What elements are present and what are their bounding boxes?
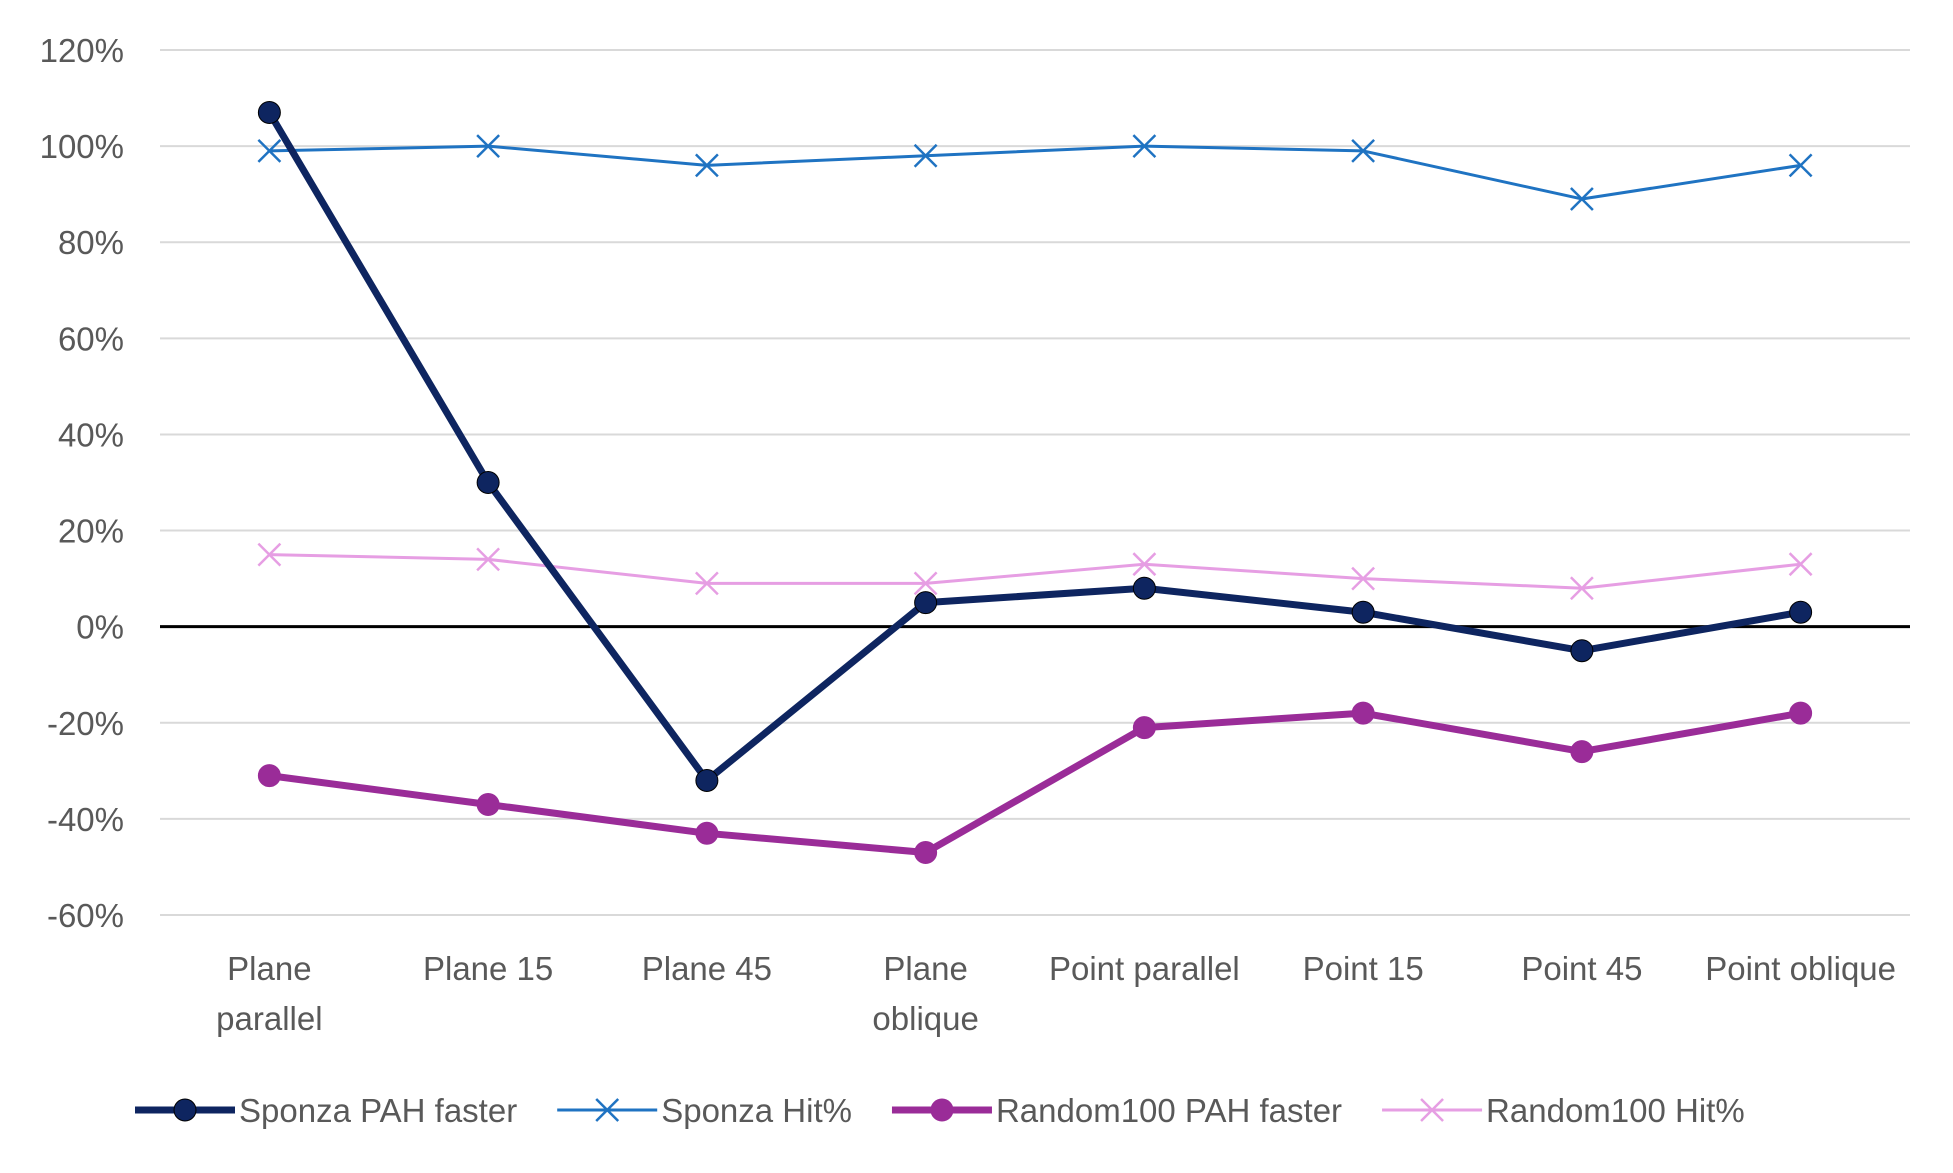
y-tick-label: -40% bbox=[47, 801, 124, 838]
x-category-label: Plane oblique bbox=[872, 950, 978, 1037]
data-point bbox=[1788, 153, 1813, 178]
data-point bbox=[1132, 716, 1156, 740]
data-point bbox=[695, 768, 719, 792]
series-line bbox=[269, 553, 1801, 590]
y-tick-label: -20% bbox=[47, 705, 124, 742]
y-tick-label: 20% bbox=[58, 513, 124, 550]
data-point bbox=[695, 821, 719, 845]
data-point bbox=[1420, 1098, 1444, 1122]
legend-item: Random100 PAH faster bbox=[891, 1092, 1342, 1129]
data-point bbox=[1570, 740, 1594, 764]
legend-item: Random100 Hit% bbox=[1382, 1092, 1745, 1129]
data-point bbox=[1570, 639, 1594, 663]
x-category-label: Point oblique bbox=[1705, 950, 1896, 987]
legend-label: Random100 Hit% bbox=[1486, 1092, 1745, 1129]
x-category-label: Plane 45 bbox=[642, 950, 772, 987]
x-category-label: Point parallel bbox=[1049, 950, 1240, 987]
legend-label: Sponza PAH faster bbox=[239, 1092, 517, 1129]
x-category-label: Plane 15 bbox=[423, 950, 553, 987]
legend-label: Sponza Hit% bbox=[661, 1092, 852, 1129]
data-point bbox=[1569, 576, 1594, 601]
data-point bbox=[476, 471, 500, 494]
series-line bbox=[269, 144, 1801, 201]
data-point bbox=[1351, 139, 1376, 163]
data-point bbox=[914, 841, 938, 865]
data-point bbox=[930, 1098, 954, 1122]
data-point bbox=[257, 139, 282, 163]
series-random100-pah-faster bbox=[257, 701, 1813, 865]
data-point bbox=[694, 571, 719, 596]
data-point bbox=[1351, 701, 1375, 725]
data-point bbox=[1351, 566, 1376, 591]
y-tick-label: 80% bbox=[58, 224, 124, 261]
data-point bbox=[173, 1098, 197, 1122]
y-tick-label: 40% bbox=[58, 416, 124, 453]
data-point bbox=[1788, 552, 1813, 577]
x-category-label: Point 45 bbox=[1521, 950, 1642, 987]
data-point bbox=[694, 153, 719, 178]
data-point bbox=[913, 143, 938, 168]
legend-item: Sponza PAH faster bbox=[135, 1092, 517, 1129]
data-point bbox=[1351, 600, 1375, 624]
data-point bbox=[257, 100, 281, 124]
y-tick-label: 120% bbox=[40, 32, 124, 69]
series-lines bbox=[257, 100, 1813, 865]
y-tick-label: -60% bbox=[47, 897, 124, 934]
series-line bbox=[266, 110, 1802, 784]
legend-label: Random100 PAH faster bbox=[996, 1092, 1342, 1129]
x-category-label: Plane parallel bbox=[216, 950, 322, 1037]
y-axis-tick-labels: -60% -40% -20% 0% 20% 40% 60% 80% 100% 120% bbox=[40, 32, 124, 934]
series-line bbox=[268, 709, 1802, 857]
x-category-label: Point 15 bbox=[1303, 950, 1424, 987]
gridlines bbox=[160, 49, 1910, 916]
data-point bbox=[257, 542, 282, 567]
data-point bbox=[914, 591, 938, 615]
data-point bbox=[913, 571, 938, 596]
y-tick-label: 0% bbox=[76, 609, 124, 646]
data-point bbox=[476, 547, 501, 572]
y-tick-label: 60% bbox=[58, 320, 124, 357]
data-point bbox=[1132, 552, 1157, 577]
series-random100-hit- bbox=[257, 542, 1813, 601]
series-sponza-pah-faster bbox=[257, 100, 1813, 792]
data-point bbox=[1789, 701, 1813, 725]
data-point bbox=[1132, 134, 1157, 158]
data-point bbox=[476, 134, 501, 158]
legend: Sponza PAH faster Sponza Hit% Random100 PA… bbox=[135, 1092, 1745, 1129]
data-point bbox=[257, 764, 281, 788]
data-point bbox=[1132, 576, 1156, 600]
legend-item: Sponza Hit% bbox=[557, 1092, 852, 1129]
series-sponza-hit- bbox=[257, 134, 1813, 211]
data-point bbox=[595, 1098, 620, 1122]
x-axis-category-labels: Plane parallel Plane 15 Plane 45 Plane obliqu… bbox=[216, 950, 1896, 1037]
data-point bbox=[1569, 187, 1594, 211]
data-point bbox=[476, 792, 500, 816]
y-tick-label: 100% bbox=[40, 128, 124, 165]
data-point bbox=[1789, 600, 1813, 624]
